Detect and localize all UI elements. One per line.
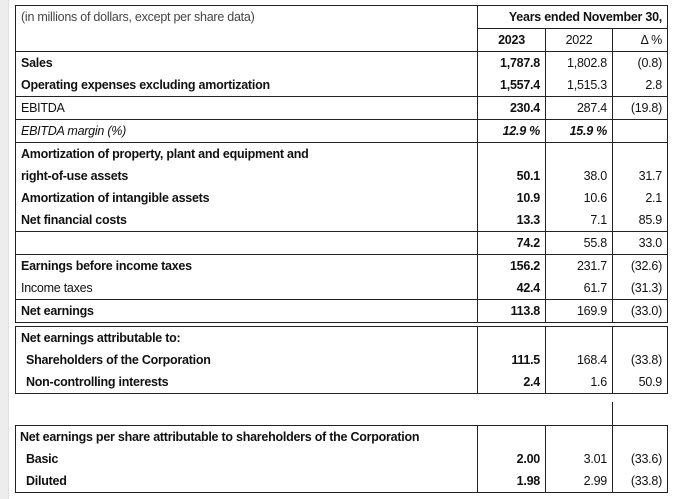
- row-label: Operating expenses excluding amortizatio…: [15, 74, 478, 97]
- table-row: Amortization of intangible assets 10.9 1…: [15, 187, 668, 209]
- row-label: Non-controlling interests: [15, 371, 478, 394]
- value-delta: (33.8): [612, 470, 668, 493]
- value-delta: (19.8): [612, 96, 668, 120]
- table-row: Diluted 1.98 2.99 (33.8): [15, 470, 668, 493]
- row-label: EBITDA: [15, 96, 478, 120]
- value-2023: 74.2: [477, 231, 546, 255]
- row-label: Sales: [15, 51, 478, 74]
- section-title: Net earnings per share attributable to s…: [15, 425, 478, 448]
- value-delta: (32.6): [612, 254, 668, 277]
- value-delta: [612, 119, 668, 143]
- section-title-row: Net earnings per share attributable to s…: [15, 425, 668, 448]
- row-label: Income taxes: [15, 277, 478, 300]
- row-label: Net financial costs: [15, 209, 478, 232]
- value-delta: 85.9: [612, 209, 668, 232]
- value-2023: 1,557.4: [477, 74, 546, 97]
- value-2022: 287.4: [545, 96, 613, 120]
- value-delta: (31.3): [612, 277, 668, 300]
- value-2023: 113.8: [477, 299, 546, 323]
- value-delta: (0.8): [612, 51, 668, 74]
- table-row: right-of-use assets 50.1 38.0 31.7: [15, 165, 668, 187]
- section-title-row: Net earnings attributable to:: [15, 326, 668, 349]
- row-label: Earnings before income taxes: [15, 254, 478, 277]
- row-label: Basic: [15, 448, 478, 470]
- value-2022: 61.7: [545, 277, 613, 300]
- column-header-row: 2023 2022 Δ %: [15, 28, 668, 52]
- table-row: Non-controlling interests 2.4 1.6 50.9: [15, 371, 668, 394]
- divider-line: [612, 402, 613, 425]
- value-delta: 2.1: [612, 187, 668, 209]
- value-2023: 12.9 %: [477, 119, 546, 143]
- row-label: Amortization of intangible assets: [15, 187, 478, 209]
- value-delta: 2.8: [612, 74, 668, 97]
- attributable-table: Net earnings attributable to: Shareholde…: [15, 326, 668, 394]
- table-row: Operating expenses excluding amortizatio…: [15, 74, 668, 97]
- value-2023: 1.98: [477, 470, 546, 493]
- value-2022: 38.0: [545, 165, 613, 187]
- table-row: Amortization of property, plant and equi…: [15, 142, 668, 165]
- per-share-table: Net earnings per share attributable to s…: [15, 425, 668, 493]
- value-2023: 50.1: [477, 165, 546, 187]
- value-delta: (33.8): [612, 349, 668, 371]
- income-statement-table: (in millions of dollars, except per shar…: [15, 5, 668, 323]
- value-2023: 10.9: [477, 187, 546, 209]
- value-delta: 31.7: [612, 165, 668, 187]
- left-edge-strip: [0, 0, 9, 499]
- value-2022: 1,802.8: [545, 51, 613, 74]
- value-2022: 1,515.3: [545, 74, 613, 97]
- value-2022: 169.9: [545, 299, 613, 323]
- col-delta: Δ %: [612, 28, 668, 52]
- row-label: EBITDA margin (%): [15, 119, 478, 143]
- value-delta: 33.0: [612, 231, 668, 255]
- value-delta: (33.6): [612, 448, 668, 470]
- table-row: Earnings before income taxes 156.2 231.7…: [15, 254, 668, 277]
- row-label: Net earnings: [15, 299, 478, 323]
- value-2022: 2.99: [545, 470, 613, 493]
- value-2022: 10.6: [545, 187, 613, 209]
- value-2022: 55.8: [545, 231, 613, 255]
- value-delta: 50.9: [612, 371, 668, 394]
- value-2023: 2.00: [477, 448, 546, 470]
- value-delta: (33.0): [612, 299, 668, 323]
- value-2023: 42.4: [477, 277, 546, 300]
- table-row: Net financial costs 13.3 7.1 85.9: [15, 209, 668, 232]
- value-2023: 2.4: [477, 371, 546, 394]
- value-2023: 111.5: [477, 349, 546, 371]
- table-row: Shareholders of the Corporation 111.5 16…: [15, 349, 668, 371]
- subtotal-row: 74.2 55.8 33.0: [15, 231, 668, 255]
- table-row: EBITDA 230.4 287.4 (19.8): [15, 96, 668, 120]
- col-2022: 2022: [545, 28, 613, 52]
- row-label-continued: right-of-use assets: [15, 165, 478, 187]
- value-2022: 231.7: [545, 254, 613, 277]
- value-2022: 7.1: [545, 209, 613, 232]
- row-label: Amortization of property, plant and equi…: [15, 142, 478, 165]
- value-2022: 1.6: [545, 371, 613, 394]
- value-2023: 13.3: [477, 209, 546, 232]
- units-note: (in millions of dollars, except per shar…: [15, 5, 478, 29]
- row-label: [15, 231, 478, 255]
- net-earnings-row: Net earnings 113.8 169.9 (33.0): [15, 299, 668, 323]
- value-2023: 230.4: [477, 96, 546, 120]
- value-2023: 1,787.8: [477, 51, 546, 74]
- value-2022: 168.4: [545, 349, 613, 371]
- row-label: Diluted: [15, 470, 478, 493]
- row-label: Shareholders of the Corporation: [15, 349, 478, 371]
- value-2022: 15.9 %: [545, 119, 613, 143]
- table-row: EBITDA margin (%) 12.9 % 15.9 %: [15, 119, 668, 143]
- period-label: Years ended November 30,: [477, 5, 668, 29]
- table-row: Basic 2.00 3.01 (33.6): [15, 448, 668, 470]
- header-row: (in millions of dollars, except per shar…: [15, 5, 668, 29]
- value-2022: 3.01: [545, 448, 613, 470]
- table-row: Sales 1,787.8 1,802.8 (0.8): [15, 51, 668, 74]
- table-row: Income taxes 42.4 61.7 (31.3): [15, 277, 668, 300]
- section-title: Net earnings attributable to:: [15, 326, 478, 349]
- value-2023: 156.2: [477, 254, 546, 277]
- col-2023: 2023: [477, 28, 546, 52]
